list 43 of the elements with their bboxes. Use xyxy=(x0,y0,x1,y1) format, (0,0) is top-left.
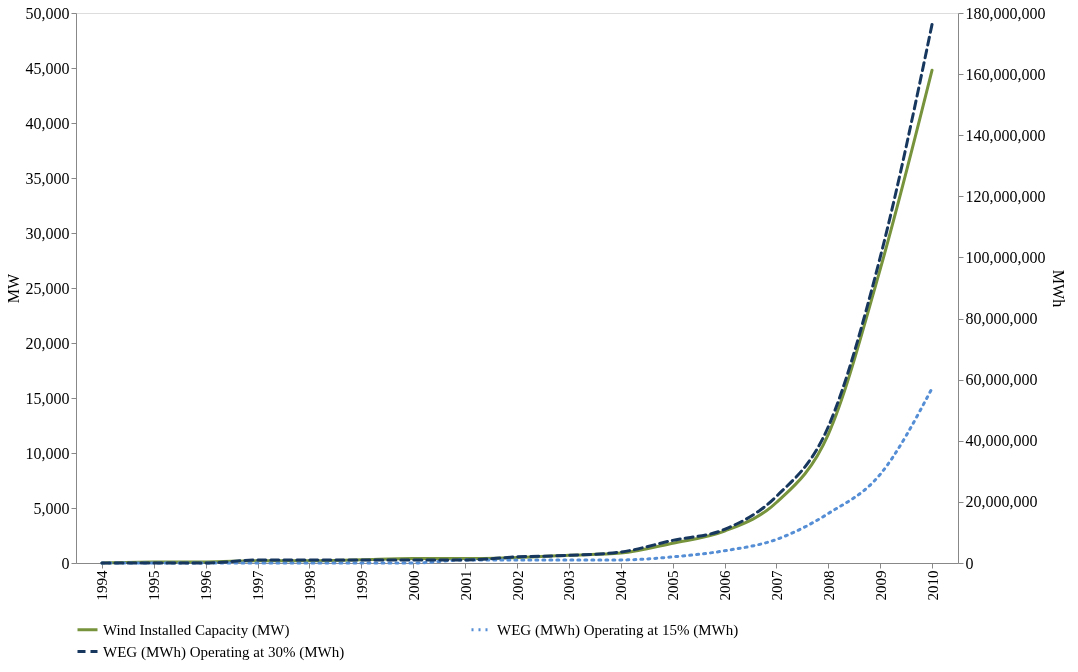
x-tick-label: 1997 xyxy=(250,570,267,601)
x-tick-label: 1999 xyxy=(353,570,370,601)
y-tick-label: 35,000 xyxy=(25,169,70,187)
y2-tick-label: 20,000,000 xyxy=(965,493,1038,511)
y2-tick-label: 160,000,000 xyxy=(965,65,1046,83)
legend-label: WEG (MWh) Operating at 15% (MWh) xyxy=(497,621,739,639)
y-tick-label: 50,000 xyxy=(25,4,70,22)
x-tick-label: 1994 xyxy=(94,570,111,601)
x-tick-label: 2009 xyxy=(872,570,889,601)
y2-tick-label: 120,000,000 xyxy=(965,187,1046,205)
y-axis-title: MW xyxy=(4,272,22,304)
y2-tick-label: 140,000,000 xyxy=(965,126,1046,144)
x-tick-label: 1996 xyxy=(198,570,215,601)
x-tick-label: 2005 xyxy=(665,570,682,601)
y-tick-label: 15,000 xyxy=(25,389,70,407)
legend-label: WEG (MWh) Operating at 30% (MWh) xyxy=(103,643,345,661)
x-tick-label: 2001 xyxy=(457,570,474,601)
y-tick-label: 45,000 xyxy=(25,59,70,77)
x-tick-label: 2003 xyxy=(561,570,578,601)
x-tick-label: 2007 xyxy=(768,570,785,601)
y-tick-label: 25,000 xyxy=(25,279,70,297)
x-tick-label: 2004 xyxy=(613,570,630,601)
y2-tick-label: 80,000,000 xyxy=(965,310,1038,328)
y-tick-label: 20,000 xyxy=(25,334,70,352)
y2-tick-label: 40,000,000 xyxy=(965,432,1038,450)
x-tick-label: 1995 xyxy=(146,570,163,601)
x-tick-label: 2006 xyxy=(717,570,734,601)
y-tick-label: 40,000 xyxy=(25,114,70,132)
x-tick-label: 1998 xyxy=(301,570,318,601)
y2-axis-title: MWh xyxy=(1049,269,1067,308)
legend-label: Wind Installed Capacity (MW) xyxy=(103,621,290,639)
y-tick-label: 10,000 xyxy=(25,444,70,462)
x-tick-label: 2002 xyxy=(509,570,526,601)
y2-tick-label: 0 xyxy=(965,554,974,572)
y-tick-label: 0 xyxy=(61,554,70,572)
y2-tick-label: 100,000,000 xyxy=(965,248,1046,266)
x-tick-label: 2008 xyxy=(820,570,837,601)
x-tick-label: 2000 xyxy=(405,570,422,601)
y-tick-label: 30,000 xyxy=(25,224,70,242)
y-tick-label: 5,000 xyxy=(33,499,70,517)
y2-tick-label: 180,000,000 xyxy=(965,4,1046,22)
y2-tick-label: 60,000,000 xyxy=(965,371,1038,389)
x-tick-label: 2010 xyxy=(924,570,941,601)
